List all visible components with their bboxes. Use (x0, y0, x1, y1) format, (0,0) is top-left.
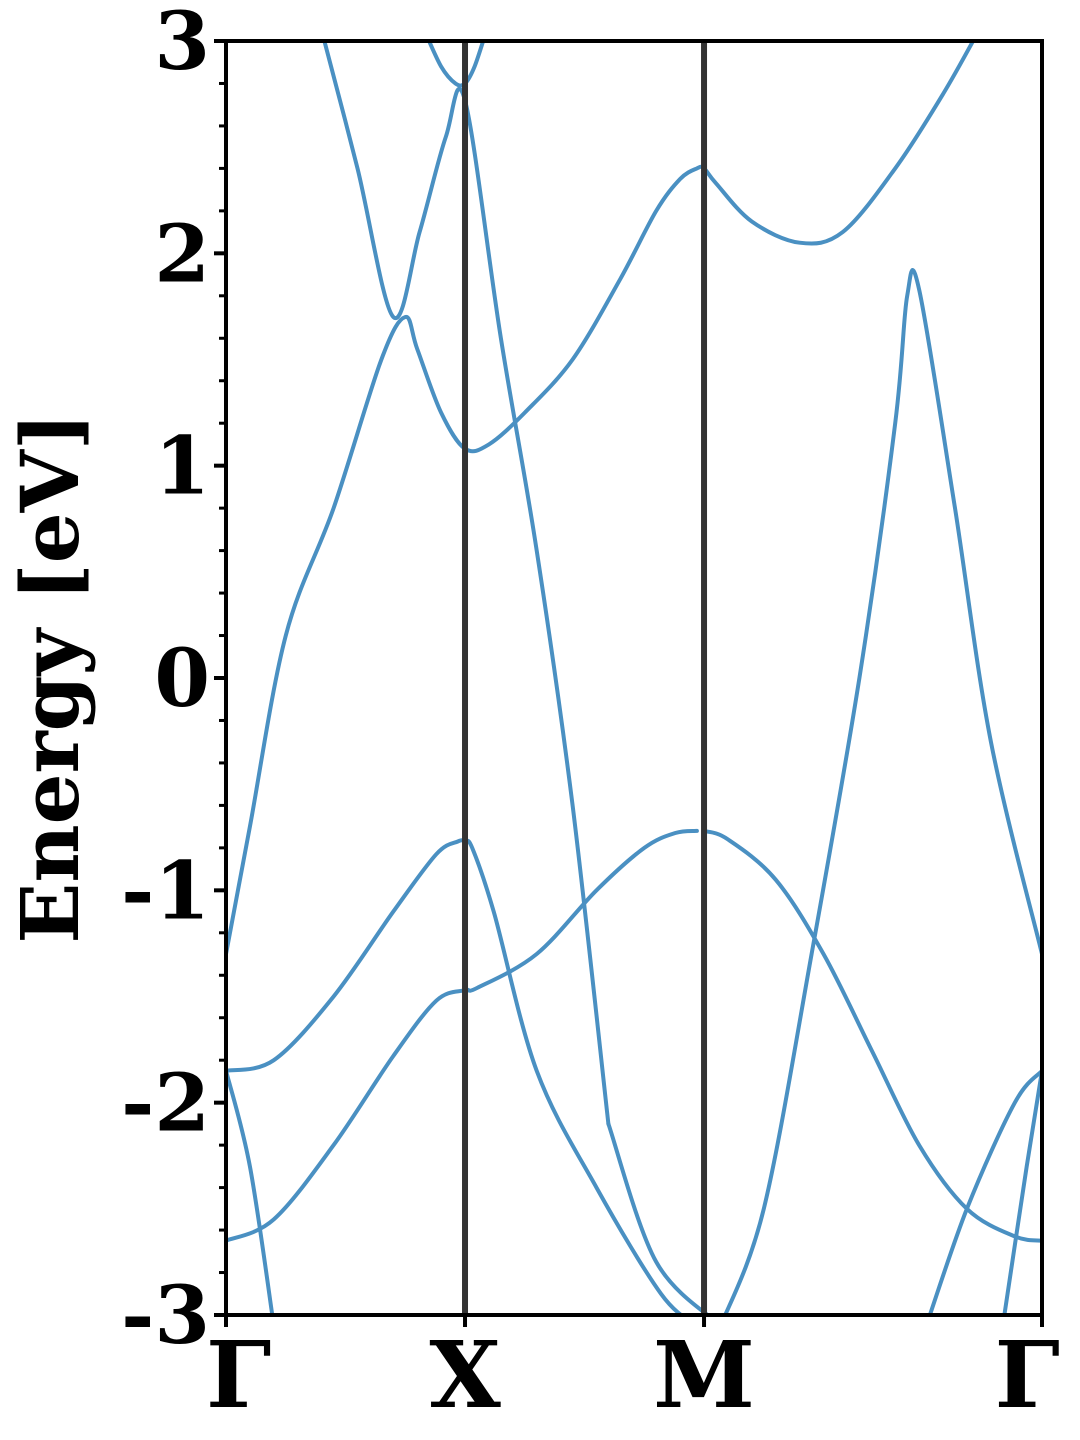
y-tick-label: -1 (121, 843, 210, 937)
y-axis-ticks: -3 -2 -1 0 1 2 3 (121, 0, 226, 1362)
k-point-label: Γ (995, 1321, 1060, 1429)
band-line-9 (226, 1068, 275, 1315)
y-tick-label: 0 (154, 631, 210, 725)
band-line-1 (226, 828, 699, 1243)
k-point-label: Γ (206, 1321, 271, 1429)
y-axis-label: Energy [eV] (3, 412, 97, 943)
band-line-6 (322, 41, 611, 1126)
band-line-11 (927, 1068, 1042, 1315)
k-point-label: M (653, 1321, 755, 1429)
y-tick-label: 3 (154, 0, 210, 88)
band-line-2 (702, 828, 1042, 1243)
band-line-4 (723, 268, 1042, 1315)
k-point-label: X (429, 1321, 501, 1429)
y-tick-label: 1 (154, 419, 210, 513)
band-line-3 (226, 838, 685, 1315)
band-line-10 (1002, 1068, 1042, 1315)
y-tick-label: -3 (121, 1268, 210, 1362)
y-tick-label: -2 (121, 1056, 210, 1150)
high-symmetry-dividers (462, 41, 708, 1315)
band-line-7 (426, 41, 486, 88)
band-line-5 (226, 41, 976, 956)
band-lines (226, 41, 1042, 1315)
y-tick-label: 2 (154, 206, 210, 300)
